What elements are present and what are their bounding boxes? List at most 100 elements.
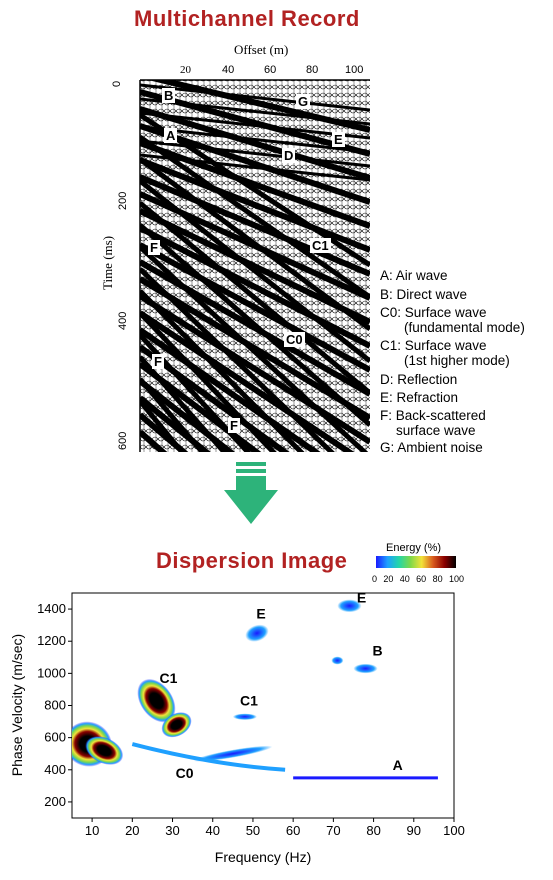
dispersion-annotations: C0 C1 C1 E E B A — [160, 590, 403, 781]
x-tick-label: 20 — [125, 823, 139, 838]
wave-front — [140, 395, 211, 452]
colorbar-label: Energy (%) — [386, 542, 442, 554]
event-label-c1: C1 — [310, 238, 331, 253]
energy-blob — [337, 599, 362, 613]
x-tick-label: 50 — [246, 823, 260, 838]
energy-blob — [85, 736, 124, 765]
legend-item: B: Direct wave — [380, 287, 468, 302]
event-label-f: F — [152, 354, 164, 369]
legend-item: C0: Surface wave — [380, 305, 487, 320]
legend-item: G: Ambient noise — [380, 440, 483, 455]
energy-blob — [137, 678, 176, 723]
surface-wave-front — [140, 112, 370, 268]
surface-wave-front — [140, 179, 370, 363]
legend-item: A: Air wave — [380, 268, 448, 283]
y-axis-label: Phase Velocity (m/sec) — [9, 634, 25, 776]
dispersion-annotation: E — [357, 590, 366, 606]
x-axis-label: Frequency (Hz) — [215, 849, 311, 865]
wave-front — [140, 310, 355, 452]
wave-stripes — [140, 80, 370, 452]
energy-blob — [331, 656, 344, 665]
energy-blobs — [72, 599, 438, 780]
energy-blob — [161, 712, 192, 738]
y-tick-label: 1200 — [37, 633, 66, 648]
surface-wave-front — [140, 223, 370, 427]
dispersion-annotation: E — [256, 606, 265, 622]
surface-wave-front — [140, 289, 305, 452]
surface-wave-front — [140, 245, 369, 452]
refraction-front — [140, 97, 370, 126]
colorbar-tick: 0 — [372, 574, 378, 584]
event-label-g: G — [296, 94, 311, 109]
dispersion-annotation: C1 — [240, 693, 258, 709]
time-tick: 200 — [117, 192, 129, 210]
legend-item: C1: Surface wave — [380, 338, 487, 353]
event-label-e: E — [332, 132, 345, 147]
energy-blob — [245, 624, 269, 642]
down-arrow-icon — [224, 462, 278, 524]
event-label-f: F — [228, 418, 240, 433]
x-tick-label: 90 — [407, 823, 421, 838]
event-label-a: A — [164, 128, 178, 143]
wave-front — [140, 157, 370, 253]
colorbar-tick: 20 — [383, 574, 394, 584]
surface-wave-front — [140, 267, 335, 452]
colorbar — [376, 556, 456, 568]
x-tick-label: 60 — [286, 823, 300, 838]
wave-front — [140, 174, 370, 277]
colorbar-tick: 100 — [448, 574, 464, 584]
dispersion-plot: 10 20 30 40 50 60 70 80 90 100 200 400 600 800 1000 120… — [9, 590, 465, 865]
legend-item: D: Reflection — [380, 372, 458, 387]
surface-wave-front — [140, 355, 228, 452]
offset-tick: 80 — [306, 64, 318, 76]
time-tick: 0 — [111, 81, 123, 87]
legend-item: (1st higher mode) — [404, 353, 510, 368]
dispersion-title: Dispersion Image — [156, 548, 348, 573]
legend-item: F: Back-scattered — [380, 408, 486, 423]
surface-wave-front — [140, 333, 252, 452]
y-tick-label: 200 — [44, 794, 66, 809]
offset-tick: 20 — [180, 64, 192, 76]
refraction-front — [140, 83, 370, 112]
energy-blob — [353, 663, 378, 674]
surface-wave-front — [140, 399, 186, 452]
time-tick: 600 — [117, 432, 129, 450]
wave-front — [140, 225, 370, 349]
y-tick-label: 400 — [44, 762, 66, 777]
event-label-f: F — [148, 240, 160, 255]
surface-wave-front — [140, 311, 277, 452]
x-tick-label: 10 — [85, 823, 99, 838]
refraction-front — [140, 153, 370, 182]
offset-tick: 40 — [222, 64, 234, 76]
y-tick-label: 1000 — [37, 665, 66, 680]
offset-tick: 60 — [264, 64, 276, 76]
refraction-front — [140, 111, 370, 140]
y-tick-label: 1400 — [37, 601, 66, 616]
time-tick: 400 — [117, 312, 129, 330]
event-label-c0: C0 — [284, 332, 305, 347]
energy-blob — [193, 745, 273, 762]
legend-item: (fundamental mode) — [404, 320, 525, 335]
energy-ridge — [131, 742, 286, 772]
y-tick-label: 600 — [44, 730, 66, 745]
offset-axis-label: Offset (m) — [234, 42, 289, 57]
colorbar-tick: 60 — [416, 574, 427, 584]
colorbar-ticks: 0 20 40 60 80 100 — [372, 574, 464, 584]
dispersion-annotation: A — [393, 757, 403, 773]
wave-front — [140, 378, 236, 452]
energy-blob — [232, 713, 257, 720]
colorbar-tick: 80 — [432, 574, 443, 584]
wave-front — [140, 293, 370, 445]
surface-wave-front — [140, 156, 370, 332]
record-title: Multichannel Record — [134, 6, 360, 31]
x-tick-label: 80 — [366, 823, 380, 838]
legend-item: surface wave — [396, 423, 476, 438]
surface-wave-front — [140, 377, 206, 452]
refraction-front — [140, 139, 370, 168]
x-tick-label: 100 — [443, 823, 465, 838]
surface-wave-front — [140, 134, 370, 300]
x-tick-label: 70 — [326, 823, 340, 838]
dispersion-axes: 10 20 30 40 50 60 70 80 90 100 200 400 600 800 1000 120… — [37, 601, 465, 838]
wave-front — [140, 106, 370, 181]
record-axes: 20 40 60 80 100 0 200 400 600 — [111, 64, 363, 450]
